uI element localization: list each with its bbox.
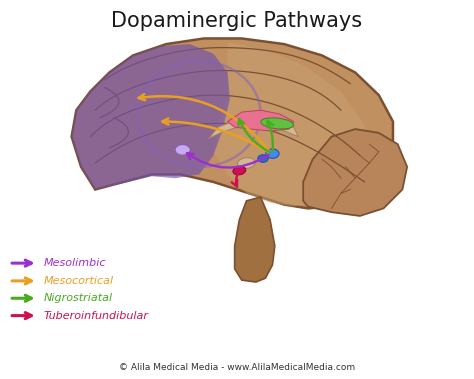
Polygon shape [72, 44, 230, 190]
Polygon shape [72, 38, 393, 208]
Polygon shape [213, 42, 365, 207]
Ellipse shape [261, 118, 293, 129]
Polygon shape [303, 129, 407, 216]
Ellipse shape [233, 166, 246, 175]
Text: Dopaminergic Pathways: Dopaminergic Pathways [111, 11, 363, 31]
Text: Mesocortical: Mesocortical [43, 276, 113, 286]
Ellipse shape [266, 149, 279, 158]
Ellipse shape [258, 155, 268, 162]
Text: Nigrostriatal: Nigrostriatal [43, 293, 112, 303]
Text: Mesolimbic: Mesolimbic [43, 258, 106, 268]
Polygon shape [235, 197, 275, 282]
Text: Tuberoinfundibular: Tuberoinfundibular [43, 311, 148, 321]
Ellipse shape [237, 158, 255, 168]
Ellipse shape [175, 144, 190, 155]
Text: © Alila Medical Media - www.AlilaMedicalMedia.com: © Alila Medical Media - www.AlilaMedical… [119, 362, 355, 371]
Polygon shape [228, 110, 294, 131]
Polygon shape [209, 116, 299, 138]
